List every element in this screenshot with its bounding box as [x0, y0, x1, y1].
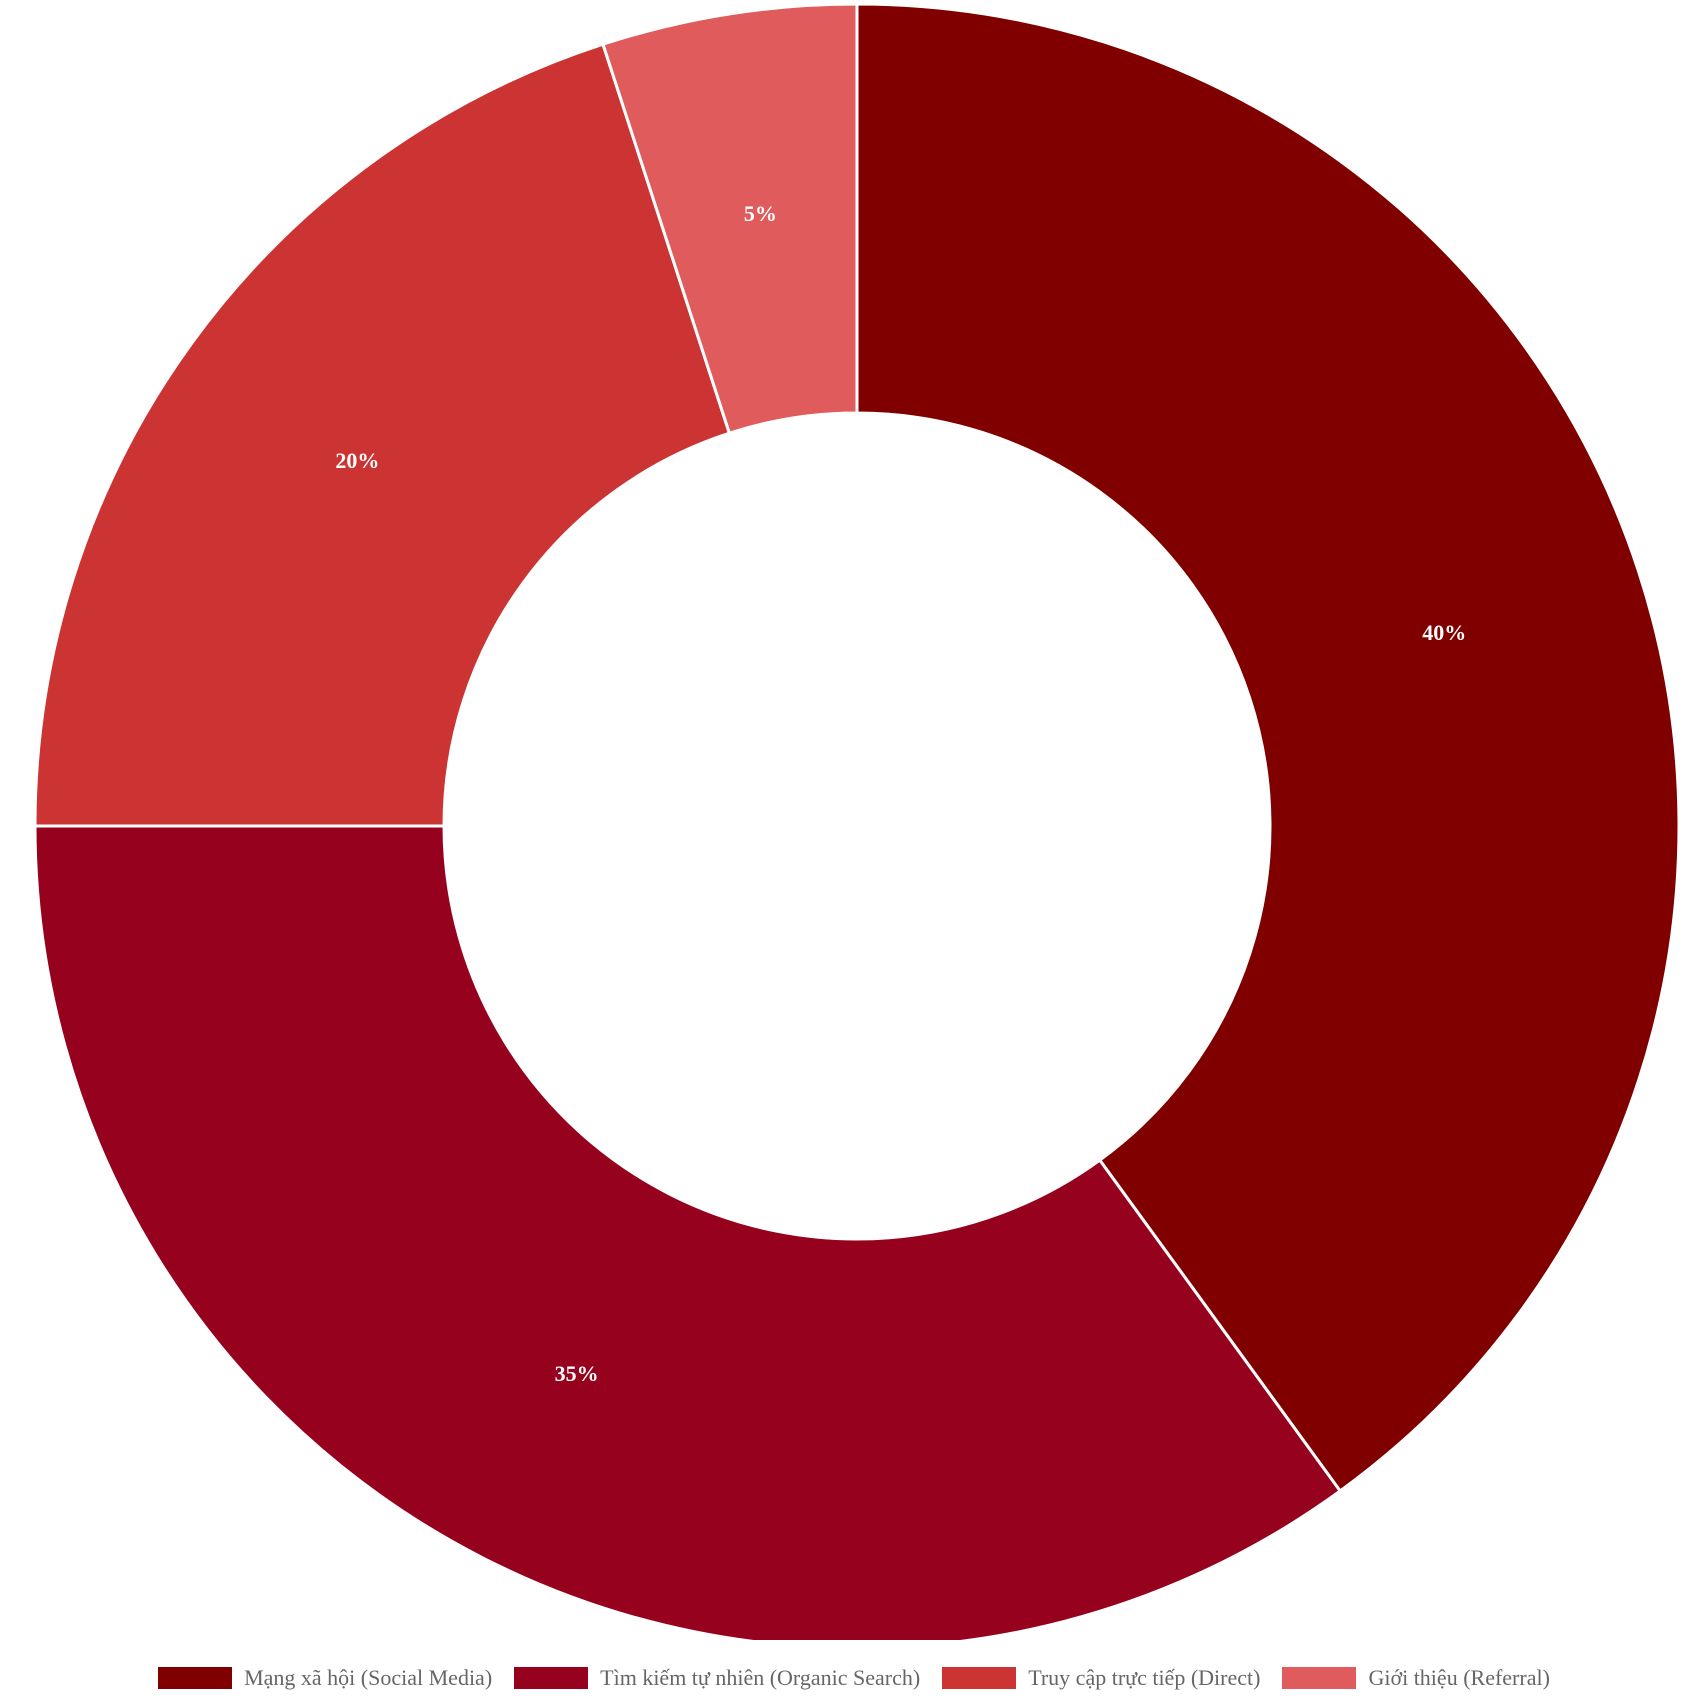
- slice-3[interactable]: [33, 42, 732, 828]
- chart-legend: Mạng xã hội (Social Media) Tìm kiếm tự n…: [0, 1658, 1708, 1698]
- legend-label: Mạng xã hội (Social Media): [244, 1665, 493, 1690]
- legend-swatch: [158, 1667, 233, 1689]
- doughnut-chart-canvas: 40% 35% 20% 5%: [33, 2, 1681, 1640]
- legend-item-direct[interactable]: Truy cập trực tiếp (Direct): [942, 1665, 1260, 1691]
- slice-value-label: 35%: [555, 1361, 599, 1386]
- slice-4[interactable]: [601, 2, 859, 436]
- slice-1[interactable]: [855, 2, 1681, 1494]
- legend-swatch: [942, 1667, 1017, 1689]
- slice-group: [33, 2, 1681, 1640]
- slice-value-label: 5%: [744, 201, 777, 226]
- slice-label-group: 40% 35% 20% 5%: [335, 201, 1466, 1386]
- legend-item-organic-search[interactable]: Tìm kiếm tự nhiên (Organic Search): [514, 1665, 920, 1691]
- legend-label: Giới thiệu (Referral): [1368, 1665, 1550, 1690]
- legend-swatch: [514, 1667, 589, 1689]
- slice-2[interactable]: [33, 824, 1343, 1640]
- legend-item-social-media[interactable]: Mạng xã hội (Social Media): [158, 1665, 492, 1691]
- slice-value-label: 20%: [335, 448, 379, 473]
- slice-value-label: 40%: [1422, 620, 1466, 645]
- legend-item-referral[interactable]: Giới thiệu (Referral): [1282, 1665, 1550, 1691]
- legend-swatch: [1282, 1667, 1357, 1689]
- legend-label: Tìm kiếm tự nhiên (Organic Search): [600, 1665, 921, 1690]
- legend-label: Truy cập trực tiếp (Direct): [1028, 1665, 1261, 1690]
